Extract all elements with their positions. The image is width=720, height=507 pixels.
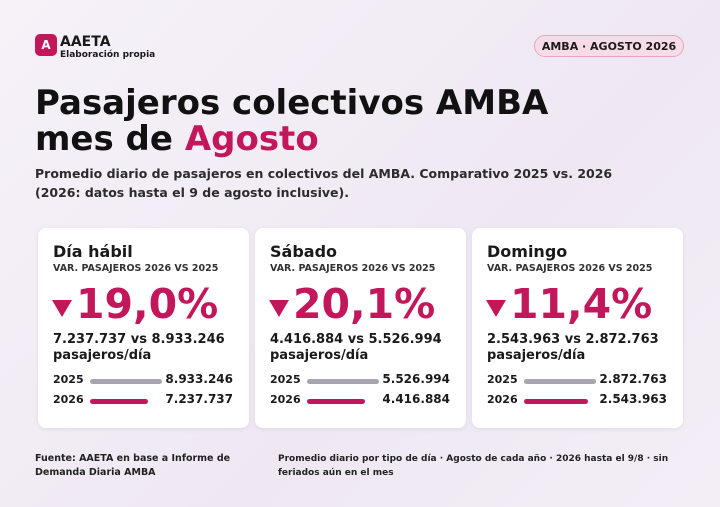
card-title: Domingo <box>487 242 568 261</box>
bar <box>524 379 596 384</box>
change: 20,1% <box>293 280 436 328</box>
bar <box>307 399 365 404</box>
bar-track <box>90 379 162 384</box>
comparison: 4.416.884 vs 5.526.994 <box>270 332 442 347</box>
bar-track <box>524 399 596 404</box>
bar <box>307 379 379 384</box>
note: Promedio diario por tipo de día · Agosto… <box>278 452 668 480</box>
year-label: 2026 <box>53 393 84 406</box>
org-note: Elaboración propia <box>60 50 156 60</box>
change: 11,4% <box>510 280 653 328</box>
bar <box>90 379 162 384</box>
note-line: feriados aún en el mes <box>278 468 394 478</box>
org-name: AAETA <box>60 34 111 50</box>
year-label: 2025 <box>270 373 301 386</box>
down-arrow <box>52 300 72 317</box>
unit: pasajeros/día <box>487 348 586 363</box>
title-highlight: Agosto <box>184 119 319 159</box>
card: Día hábil VAR. PASAJEROS 2026 VS 2025 19,0… <box>38 228 249 428</box>
value-label: 5.526.994 <box>382 372 450 386</box>
unit: pasajeros/día <box>270 348 369 363</box>
card: Domingo VAR. PASAJEROS 2026 VS 2025 11,4% 2… <box>472 228 683 428</box>
subtitle: (2026: datos hasta el 9 de agosto inclus… <box>35 185 349 200</box>
bar-track <box>307 399 379 404</box>
note-line: Promedio diario por tipo de día · Agosto… <box>278 454 669 464</box>
bar-track <box>524 379 596 384</box>
card-kicker: VAR. PASAJEROS 2026 VS 2025 <box>270 263 436 274</box>
bar <box>524 399 588 404</box>
subtitle: Promedio diario de pasajeros en colectiv… <box>35 166 613 181</box>
value-label: 8.933.246 <box>165 372 233 386</box>
year-label: 2025 <box>53 373 84 386</box>
year-label: 2026 <box>487 393 518 406</box>
value-label: 2.872.763 <box>599 372 667 386</box>
bar <box>90 399 149 404</box>
down-arrow <box>486 300 506 317</box>
year-label: 2025 <box>487 373 518 386</box>
card-kicker: VAR. PASAJEROS 2026 VS 2025 <box>487 263 653 274</box>
change: 19,0% <box>76 280 219 328</box>
card-title: Día hábil <box>53 242 133 261</box>
card-title: Sábado <box>270 242 338 261</box>
card-kicker: VAR. PASAJEROS 2026 VS 2025 <box>53 263 219 274</box>
value-label: 7.237.737 <box>165 392 233 406</box>
title-line: Pasajeros colectivos AMBA <box>35 83 549 123</box>
title-line: mes de Agosto <box>35 120 319 158</box>
bar-track <box>307 379 379 384</box>
unit: pasajeros/día <box>53 348 152 363</box>
down-arrow <box>269 300 289 317</box>
bar-track <box>90 399 162 404</box>
card: Sábado VAR. PASAJEROS 2026 VS 2025 20,1% 4.… <box>255 228 466 428</box>
comparison: 7.237.737 vs 8.933.246 <box>53 332 225 347</box>
logo: A <box>35 34 57 56</box>
value-label: 4.416.884 <box>382 392 450 406</box>
value-label: 2.543.963 <box>599 392 667 406</box>
comparison: 2.543.963 vs 2.872.763 <box>487 332 659 347</box>
source-line: Fuente: AAETA en base a Informe de <box>35 453 231 464</box>
year-label: 2026 <box>270 393 301 406</box>
badge: AMBA · AGOSTO 2026 <box>534 35 684 57</box>
title-text: mes de <box>35 119 173 159</box>
source-line: Demanda Diaria AMBA <box>35 467 156 478</box>
source: Fuente: AAETA en base a Informe de Demand… <box>35 452 230 480</box>
